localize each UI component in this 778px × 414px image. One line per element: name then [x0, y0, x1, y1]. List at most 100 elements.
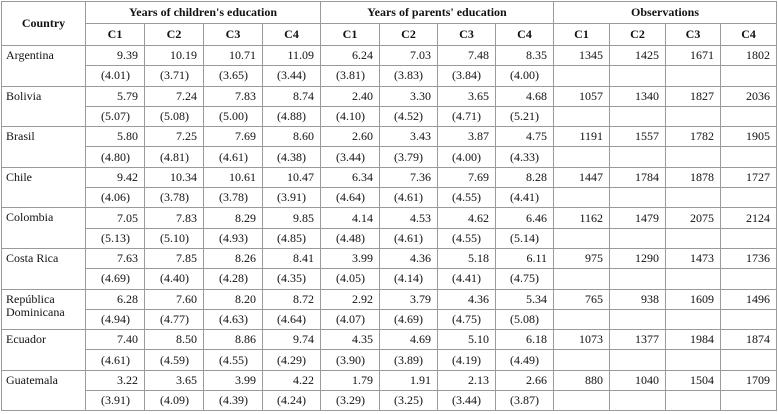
- empty-cell: [720, 308, 778, 331]
- sd-cell: (4.10): [320, 105, 380, 128]
- mean-cell: 1447: [553, 166, 611, 189]
- column-header: C3: [665, 23, 722, 46]
- mean-cell: 4.14: [320, 207, 380, 229]
- sd-row: (4.01) (3.71) (3.65) (3.44) (3.81) (3.83) (3.8…: [2, 65, 778, 87]
- mean-cell: 1040: [609, 369, 667, 392]
- mean-cell: 10.34: [144, 166, 204, 189]
- mean-cell: 2124: [720, 207, 778, 229]
- empty-cell: [720, 105, 778, 128]
- sd-cell: (3.78): [144, 187, 204, 209]
- mean-cell: 6.18: [494, 329, 555, 351]
- mean-cell: 3.22: [85, 369, 145, 392]
- sd-cell: (3.78): [203, 187, 263, 209]
- column-header: C4: [720, 23, 778, 46]
- empty-cell: [609, 349, 667, 371]
- sd-cell: (4.69): [85, 268, 145, 290]
- mean-cell: 2075: [665, 207, 722, 229]
- empty-cell: [720, 227, 778, 249]
- mean-cell: 1736: [720, 247, 778, 270]
- mean-cell: 2.92: [320, 288, 380, 310]
- column-header: C3: [203, 23, 263, 46]
- header-row: Country Years of children's education Year…: [1, 1, 778, 46]
- mean-cell: 5.18: [437, 247, 496, 270]
- mean-cell: 8.74: [262, 85, 321, 107]
- country-cell: Argentina: [1, 45, 86, 87]
- mean-cell: 4.36: [437, 288, 496, 310]
- mean-cell: 4.69: [379, 329, 438, 351]
- empty-cell: [609, 308, 667, 331]
- mean-cell: 1496: [720, 288, 778, 310]
- mean-cell: 6.11: [494, 247, 555, 270]
- mean-cell: 8.35: [494, 44, 555, 67]
- sd-cell: (3.65): [203, 65, 263, 87]
- empty-cell: [609, 65, 667, 87]
- sd-cell: (4.75): [494, 268, 555, 290]
- column-header: C2: [144, 23, 204, 46]
- sd-cell: (3.83): [379, 65, 438, 87]
- sd-cell: (4.39): [203, 390, 263, 412]
- sd-cell: (4.01): [85, 65, 145, 87]
- mean-row: Brasil 5.80 7.25 7.69 8.60 2.60 3.43 3.87 4.75 11…: [1, 126, 778, 168]
- empty-cell: [720, 349, 778, 371]
- mean-cell: 1473: [665, 247, 722, 270]
- empty-cell: [720, 146, 778, 168]
- sd-cell: (4.93): [203, 227, 263, 249]
- mean-cell: 4.53: [379, 207, 438, 229]
- empty-cell: [553, 390, 611, 412]
- sd-cell: (4.80): [85, 146, 145, 168]
- mean-cell: 8.28: [494, 166, 555, 189]
- sd-cell: (5.08): [494, 308, 555, 331]
- sd-cell: (3.44): [320, 146, 380, 168]
- mean-cell: 1057: [553, 85, 611, 107]
- mean-cell: 7.40: [85, 329, 145, 351]
- column-header: C4: [262, 23, 321, 46]
- mean-cell: 9.39: [85, 44, 145, 67]
- mean-cell: 2036: [720, 85, 778, 107]
- empty-cell: [720, 65, 778, 87]
- sd-cell: (4.33): [494, 146, 555, 168]
- empty-cell: [553, 227, 611, 249]
- country-cell: Costa Rica: [1, 247, 86, 290]
- mean-cell: 5.80: [85, 126, 145, 148]
- mean-cell: 7.24: [144, 85, 204, 107]
- sd-cell: (5.00): [203, 105, 263, 128]
- column-header: C1: [85, 23, 145, 46]
- sd-cell: (4.00): [437, 146, 496, 168]
- sd-cell: (3.25): [379, 390, 438, 412]
- mean-cell: 7.83: [203, 85, 263, 107]
- sd-cell: (3.29): [320, 390, 380, 412]
- empty-cell: [665, 65, 722, 87]
- country-header: Country: [1, 1, 86, 46]
- mean-cell: 6.24: [320, 44, 380, 67]
- empty-cell: [665, 146, 722, 168]
- sd-cell: (4.49): [494, 349, 555, 371]
- mean-cell: 3.65: [144, 369, 204, 392]
- sd-cell: (4.35): [262, 268, 321, 290]
- column-header: C2: [379, 23, 438, 46]
- mean-cell: 1984: [665, 329, 722, 351]
- mean-cell: 6.34: [320, 166, 380, 189]
- sd-cell: (4.38): [262, 146, 321, 168]
- sd-cell: (3.71): [144, 65, 204, 87]
- empty-cell: [665, 187, 722, 209]
- sd-cell: (4.61): [85, 349, 145, 371]
- sd-cell: (4.24): [262, 390, 321, 412]
- column-header: C1: [320, 23, 380, 46]
- mean-cell: 5.79: [85, 85, 145, 107]
- mean-cell: 6.46: [494, 207, 555, 229]
- mean-cell: 3.99: [320, 247, 380, 270]
- column-header: C3: [437, 23, 496, 46]
- empty-cell: [665, 227, 722, 249]
- sd-cell: (4.61): [203, 146, 263, 168]
- empty-cell: [609, 146, 667, 168]
- empty-cell: [553, 146, 611, 168]
- mean-cell: 3.65: [437, 85, 496, 107]
- mean-cell: 1425: [609, 44, 667, 67]
- sd-cell: (4.52): [379, 105, 438, 128]
- sd-row: (4.61) (4.59) (4.55) (4.29) (3.90) (3.89) (4.1…: [2, 349, 778, 371]
- mean-cell: 1191: [553, 126, 611, 148]
- mean-cell: 2.40: [320, 85, 380, 107]
- mean-cell: 7.60: [144, 288, 204, 310]
